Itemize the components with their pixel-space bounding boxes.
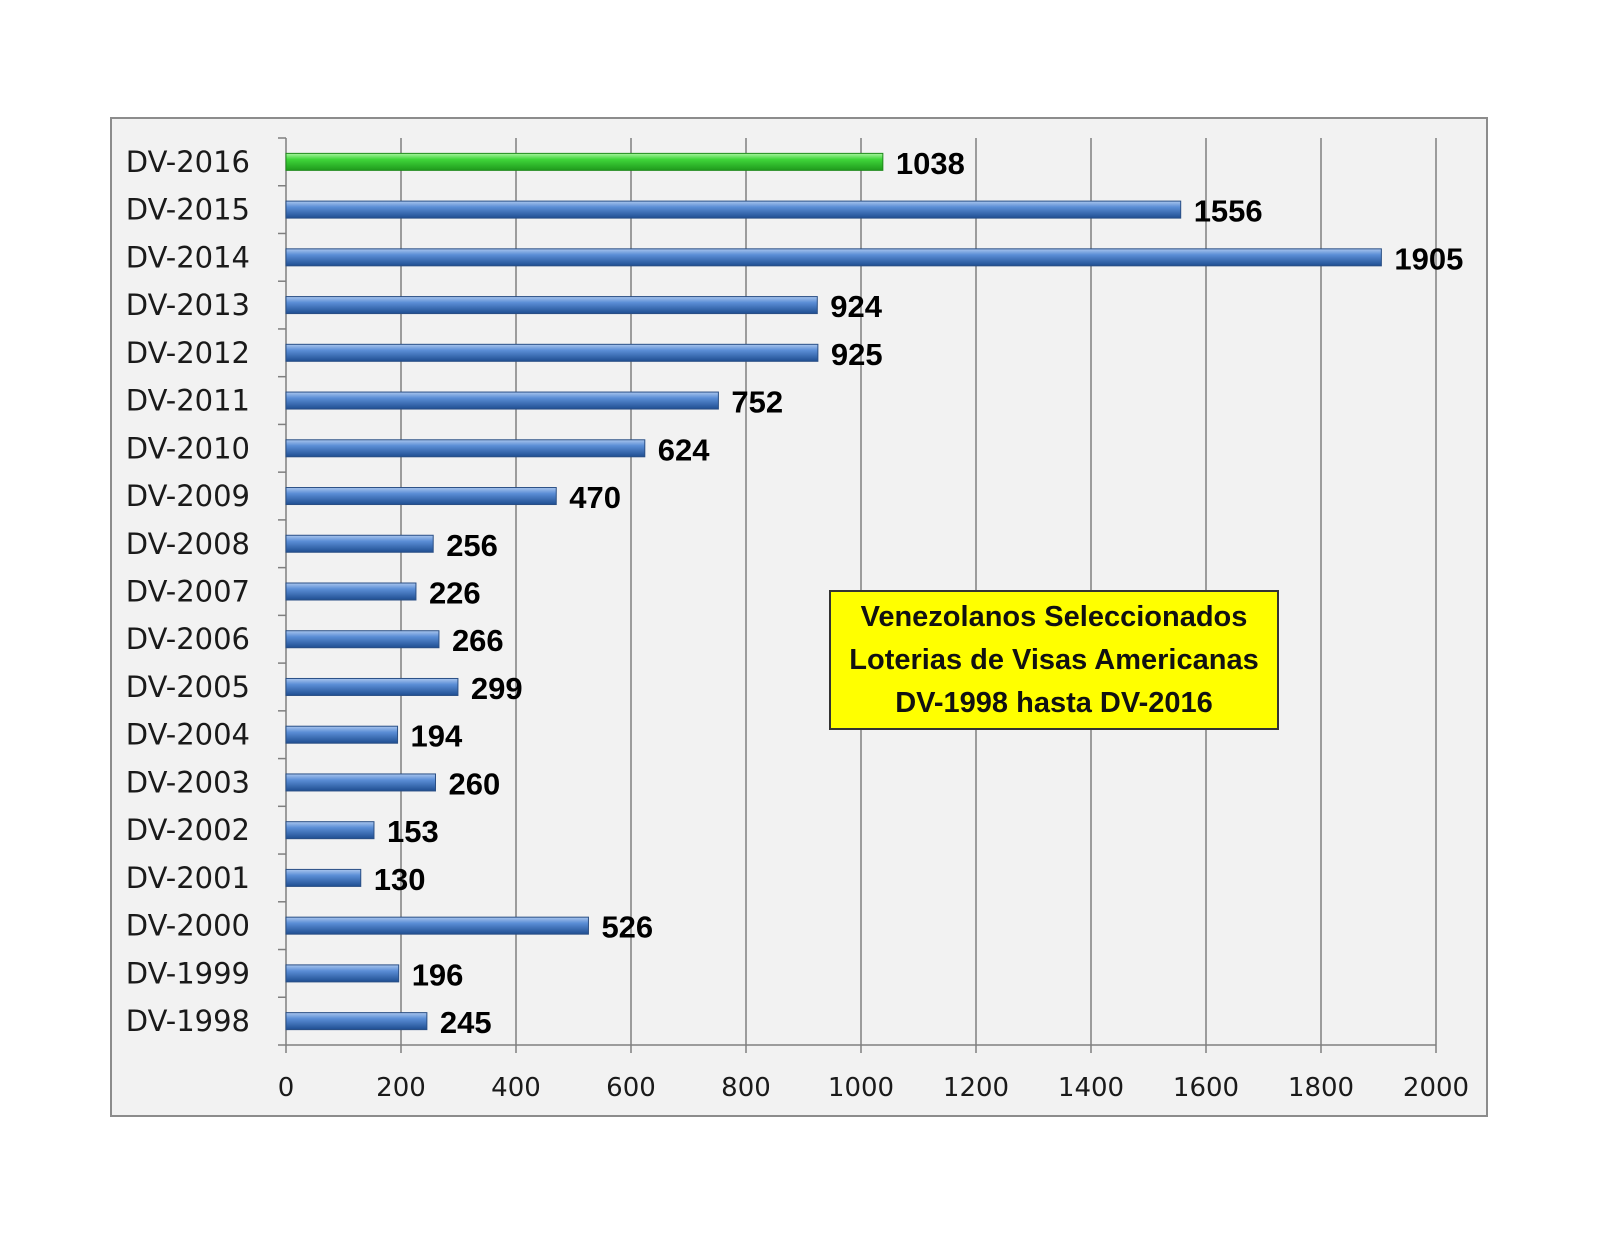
data-label-DV-2002: 153 xyxy=(387,814,439,849)
category-label-DV-2000: DV-2000 xyxy=(126,909,250,943)
category-label-DV-2004: DV-2004 xyxy=(126,718,250,752)
x-tick-label-1400: 1400 xyxy=(1058,1073,1124,1103)
category-label-DV-2014: DV-2014 xyxy=(126,240,250,274)
bar-DV-2012 xyxy=(285,343,819,362)
data-label-DV-2006: 266 xyxy=(452,623,504,658)
bar-DV-2004 xyxy=(285,725,399,744)
annotation-line-1: Venezolanos Seleccionados xyxy=(860,600,1248,633)
category-label-DV-2001: DV-2001 xyxy=(126,861,250,895)
data-label-DV-2009: 470 xyxy=(569,480,621,515)
bar-DV-1999 xyxy=(285,964,400,983)
x-tick-label-2000: 2000 xyxy=(1403,1073,1469,1103)
labels: 0 200 400 600 800 1000 1200 1400 1600 1800 2000 DV-… xyxy=(126,145,1469,1103)
data-label-DV-2003: 260 xyxy=(449,766,501,801)
data-label-DV-2013: 924 xyxy=(830,289,882,324)
category-label-DV-2006: DV-2006 xyxy=(126,622,250,656)
category-label-DV-2009: DV-2009 xyxy=(126,479,250,513)
bar-DV-2001 xyxy=(285,868,362,887)
x-tick-label-1200: 1200 xyxy=(943,1073,1009,1103)
annotation-line-3: DV-1998 hasta DV-2016 xyxy=(895,686,1213,719)
annotation-line-2: Loterias de Visas Americanas xyxy=(849,643,1259,676)
data-label-DV-2015: 1556 xyxy=(1194,194,1263,229)
x-tick-label-1800: 1800 xyxy=(1288,1073,1354,1103)
bar-DV-2003 xyxy=(285,773,436,792)
data-label-DV-2007: 226 xyxy=(429,576,481,611)
annotation-box: Venezolanos Seleccionados Loterias de Vi… xyxy=(829,590,1279,730)
category-label-DV-2013: DV-2013 xyxy=(126,288,250,322)
x-tick-label-200: 200 xyxy=(376,1073,426,1103)
x-tick-label-1600: 1600 xyxy=(1173,1073,1239,1103)
bar-DV-2011 xyxy=(285,391,719,410)
category-label-DV-2010: DV-2010 xyxy=(126,431,250,465)
data-label-DV-2014: 1905 xyxy=(1394,241,1463,276)
category-label-DV-2007: DV-2007 xyxy=(126,575,250,609)
category-label-DV-2015: DV-2015 xyxy=(126,193,250,227)
data-label-DV-2012: 925 xyxy=(831,337,883,372)
data-label-DV-2000: 526 xyxy=(601,910,653,945)
bar-DV-2007 xyxy=(285,582,417,601)
x-tick-label-600: 600 xyxy=(606,1073,656,1103)
grid-lines xyxy=(400,138,1437,1045)
data-label-DV-1999: 196 xyxy=(412,957,464,992)
bar-DV-1998 xyxy=(285,1012,428,1031)
bar-DV-2015 xyxy=(285,200,1182,219)
category-label-DV-1998: DV-1998 xyxy=(126,1004,250,1038)
category-label-DV-2012: DV-2012 xyxy=(126,336,250,370)
category-label-DV-2005: DV-2005 xyxy=(126,670,250,704)
category-label-DV-1999: DV-1999 xyxy=(126,956,250,990)
category-label-DV-2003: DV-2003 xyxy=(126,765,250,799)
data-label-DV-2008: 256 xyxy=(446,528,498,563)
bar-DV-2008 xyxy=(285,534,434,553)
x-tick-label-800: 800 xyxy=(721,1073,771,1103)
bar-DV-2016 xyxy=(285,152,884,171)
data-label-DV-2016: 1038 xyxy=(896,146,965,181)
data-label-DV-2010: 624 xyxy=(658,432,710,467)
category-label-DV-2011: DV-2011 xyxy=(126,384,250,418)
data-label-DV-2004: 194 xyxy=(411,719,463,754)
category-label-DV-2008: DV-2008 xyxy=(126,527,250,561)
bar-DV-2002 xyxy=(285,821,375,840)
data-label-DV-2001: 130 xyxy=(374,862,426,897)
category-label-DV-2016: DV-2016 xyxy=(126,145,250,179)
x-tick-label-0: 0 xyxy=(278,1073,295,1103)
bar-DV-2013 xyxy=(285,296,818,315)
bars xyxy=(285,152,1382,1031)
bar-DV-2006 xyxy=(285,630,440,649)
bar-DV-2010 xyxy=(285,439,646,458)
bar-DV-2005 xyxy=(285,677,459,696)
x-tick-label-400: 400 xyxy=(491,1073,541,1103)
data-label-DV-2005: 299 xyxy=(471,671,523,706)
category-label-DV-2002: DV-2002 xyxy=(126,813,250,847)
data-label-DV-1998: 245 xyxy=(440,1005,492,1040)
data-label-DV-2011: 752 xyxy=(731,385,783,420)
x-tick-label-1000: 1000 xyxy=(828,1073,894,1103)
bar-DV-2000 xyxy=(285,916,589,935)
bar-DV-2009 xyxy=(285,487,557,506)
bar-DV-2014 xyxy=(285,248,1382,267)
